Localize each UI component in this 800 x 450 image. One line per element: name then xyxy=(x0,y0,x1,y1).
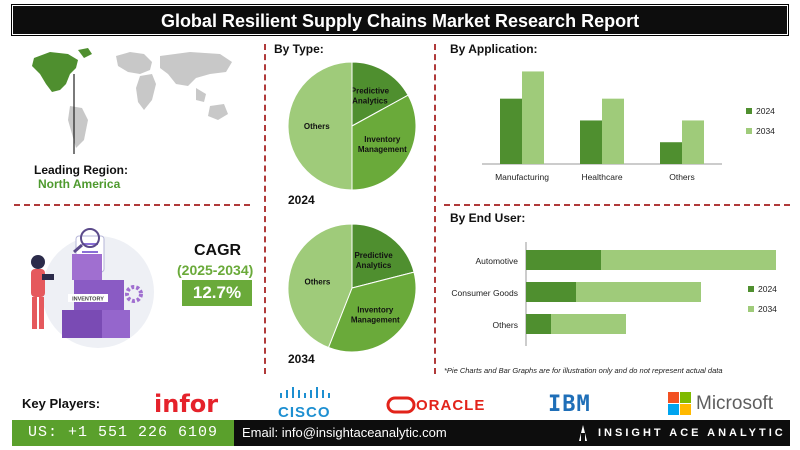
legend-swatch-2034 xyxy=(746,128,752,134)
x-tick-label: Manufacturing xyxy=(495,172,549,182)
insight-ace-logo-icon xyxy=(579,425,587,441)
microsoft-wordmark: Microsoft xyxy=(696,393,774,414)
pie-2024-year: 2024 xyxy=(288,193,315,207)
y-tick-label: Automotive xyxy=(475,256,518,266)
footer-brand: INSIGHT ACE ANALYTIC xyxy=(598,427,786,439)
bar-others-2024 xyxy=(526,314,551,334)
by-type-label: By Type: xyxy=(274,42,324,56)
pie-label-others: Others xyxy=(304,122,330,131)
x-tick-label: Others xyxy=(669,172,695,182)
cagr-title: CAGR xyxy=(194,242,242,259)
cisco-wordmark: CISCO xyxy=(278,404,331,421)
divider-right-horizontal xyxy=(444,204,790,206)
pie-label-others: Others xyxy=(305,277,331,286)
legend-label-2034: 2034 xyxy=(756,126,775,136)
divider-right xyxy=(434,44,436,374)
legend-swatch-2034 xyxy=(748,306,754,312)
inventory-label: INVENTORY xyxy=(72,297,104,303)
pie-slice-others xyxy=(287,223,353,349)
divider-left-horizontal xyxy=(14,204,250,206)
application-bar-chart: Manufacturing Healthcare Others 2024 2034 xyxy=(482,71,775,182)
world-map-icon xyxy=(32,48,232,154)
y-tick-label: Others xyxy=(492,320,518,330)
bar-manufacturing-2034 xyxy=(522,71,544,164)
pie-label-predictive-analytics: Predictive Analytics xyxy=(351,87,390,106)
pie-2034-year: 2034 xyxy=(288,352,315,366)
end-user-bar-chart: Automotive Consumer Goods Others 2024 2034 xyxy=(451,242,777,346)
oracle-logo: ORACLE xyxy=(386,396,485,414)
legend-label-2024: 2024 xyxy=(758,284,777,294)
pie-slice-inventory-management xyxy=(327,271,417,353)
pie-slice-predictive-analytics xyxy=(351,223,415,289)
pie-chart-2024: Predictive Analytics Inventory Management Ot… xyxy=(287,61,417,191)
oracle-ring-icon xyxy=(386,396,416,414)
oracle-wordmark: ORACLE xyxy=(416,396,486,414)
legend-label-2024: 2024 xyxy=(756,106,775,116)
bar-others-2034 xyxy=(551,314,626,334)
ibm-logo: IBM xyxy=(548,392,591,417)
cagr-value: 12.7% xyxy=(182,280,252,306)
pie-label-inventory-management: Inventory Management xyxy=(351,305,400,324)
divider-left xyxy=(264,44,266,374)
pie-slice-inventory-management xyxy=(351,94,417,191)
key-players-label: Key Players: xyxy=(22,396,101,411)
y-tick-label: Consumer Goods xyxy=(451,288,518,298)
leading-region-label: Leading Region: xyxy=(34,163,128,177)
leading-region-value: North America xyxy=(38,177,121,191)
x-tick-label: Healthcare xyxy=(581,172,622,182)
cisco-bars-icon xyxy=(280,387,330,398)
infor-logo: infor xyxy=(154,390,219,418)
microsoft-logo: Microsoft xyxy=(668,392,773,416)
bar-consumer-goods-2034 xyxy=(576,282,701,302)
bar-others-2034 xyxy=(682,120,704,164)
disclaimer-note: *Pie Charts and Bar Graphs are for illus… xyxy=(444,366,723,375)
legend-swatch-2024 xyxy=(746,108,752,114)
bar-automotive-2034 xyxy=(601,250,776,270)
pie-slice-others xyxy=(287,61,353,191)
bar-healthcare-2024 xyxy=(580,120,602,164)
bar-consumer-goods-2024 xyxy=(526,282,576,302)
page-title: Global Resilient Supply Chains Market Re… xyxy=(11,4,789,36)
microsoft-windows-icon xyxy=(668,392,691,415)
pie-chart-2034: Predictive Analytics Inventory Management Ot… xyxy=(287,223,417,353)
cagr-range: (2025-2034) xyxy=(177,262,254,278)
legend-label-2034: 2034 xyxy=(758,304,777,314)
by-end-user-label: By End User: xyxy=(450,211,526,225)
footer-phone: US: +1 551 226 6109 xyxy=(12,420,234,446)
footer-email[interactable]: Email: info@insightaceanalytic.com xyxy=(242,425,447,440)
pie-label-inventory-management: Inventory Management xyxy=(358,135,407,154)
bar-manufacturing-2024 xyxy=(500,98,522,164)
cisco-logo: CISCO xyxy=(278,386,334,421)
inventory-illustration: INVENTORY xyxy=(31,228,154,348)
pie-label-predictive-analytics: Predictive Analytics xyxy=(354,251,393,270)
bar-healthcare-2034 xyxy=(602,98,624,164)
footer-bar: Email: info@insightaceanalytic.com INSIG… xyxy=(234,420,790,446)
pie-slice-predictive-analytics xyxy=(351,61,409,127)
legend-swatch-2024 xyxy=(748,286,754,292)
bar-automotive-2024 xyxy=(526,250,601,270)
by-application-label: By Application: xyxy=(450,42,538,56)
bar-others-2024 xyxy=(660,142,682,164)
